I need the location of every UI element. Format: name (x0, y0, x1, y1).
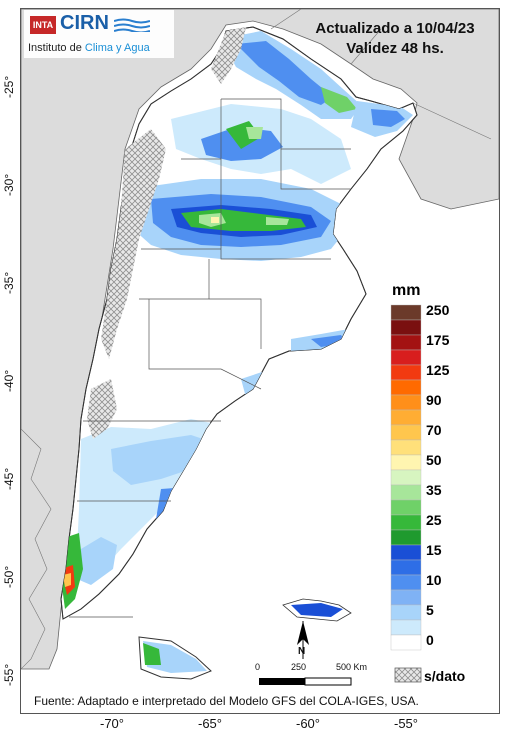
lat-tick-30: -30° (2, 173, 16, 196)
legend-swatch (390, 619, 422, 636)
legend-nodata-label: s/dato (424, 668, 466, 684)
lon-tick-70: -70° (100, 716, 124, 731)
lat-tick-40: -40° (2, 369, 16, 392)
legend-swatch (390, 409, 422, 426)
legend-swatch (390, 394, 422, 411)
legend-swatch (390, 349, 422, 366)
nodata-andes-north (211, 27, 246, 84)
legend-label: 5 (426, 602, 434, 618)
legend-swatch (390, 499, 422, 516)
legend-label: 15 (426, 542, 442, 558)
nodata-andes-south (87, 379, 117, 439)
legend-swatch (390, 424, 422, 441)
scale-label-0: 0 (255, 662, 261, 672)
lat-tick-45: -45° (2, 467, 16, 490)
legend-label: 0 (426, 632, 434, 648)
legend-swatch (390, 469, 422, 486)
waves-icon (114, 18, 150, 32)
legend-label: 70 (426, 422, 442, 438)
update-date: Actualizado a 10/04/23 (315, 20, 475, 37)
legend-swatch (390, 439, 422, 456)
legend-swatch (390, 454, 422, 471)
legend-label: 250 (426, 302, 450, 318)
logo: INTA CIRN Instituto de Clima y Agua (24, 10, 174, 58)
legend-swatch (390, 484, 422, 501)
north-label: N (298, 646, 306, 657)
legend-label: 35 (426, 482, 442, 498)
legend-unit: mm (392, 282, 421, 299)
province-borders (69, 98, 351, 618)
north-arrow-icon (297, 621, 309, 659)
lat-tick-55: -55° (2, 663, 16, 686)
lon-tick-60: -60° (296, 716, 320, 731)
legend-label: 10 (426, 572, 442, 588)
map-frame (20, 8, 500, 714)
nodata-andes-central (101, 129, 166, 359)
legend-swatch (390, 574, 422, 591)
nodata-legend-swatch (394, 667, 422, 683)
legend-swatch (390, 544, 422, 561)
legend-label: 50 (426, 452, 442, 468)
validity: Validez 48 hs. (346, 40, 444, 57)
scale-label-250: 250 (291, 662, 307, 672)
logo-subtitle: Instituto de Clima y Agua (28, 42, 150, 54)
legend-swatch (390, 589, 422, 606)
lat-tick-35: -35° (2, 271, 16, 294)
legend-swatch (390, 364, 422, 381)
legend-swatch (390, 514, 422, 531)
legend-label: 90 (426, 392, 442, 408)
legend-label: 175 (426, 332, 450, 348)
lat-tick-50: -50° (2, 565, 16, 588)
legend-swatch (390, 604, 422, 621)
lon-tick-55: -55° (394, 716, 418, 731)
legend-swatch (390, 334, 422, 351)
scale-label-500: 500 Km (336, 662, 368, 672)
legend-swatch (390, 319, 422, 336)
inta-logo: INTA (30, 16, 56, 34)
legend-swatch (390, 529, 422, 546)
legend-swatch (390, 379, 422, 396)
legend-label: 125 (426, 362, 450, 378)
map-canvas (21, 9, 499, 713)
lat-tick-25: -25° (2, 75, 16, 98)
legend-label: 25 (426, 512, 442, 528)
lon-tick-65: -65° (198, 716, 222, 731)
legend-swatch (390, 634, 422, 651)
cirn-logo-text: CIRN (60, 12, 109, 34)
source-note: Fuente: Adaptado e interpretado del Mode… (34, 694, 419, 708)
legend-bar (390, 304, 422, 651)
legend-swatch (390, 304, 422, 321)
scale-bar (259, 677, 352, 686)
legend-swatch (390, 559, 422, 576)
